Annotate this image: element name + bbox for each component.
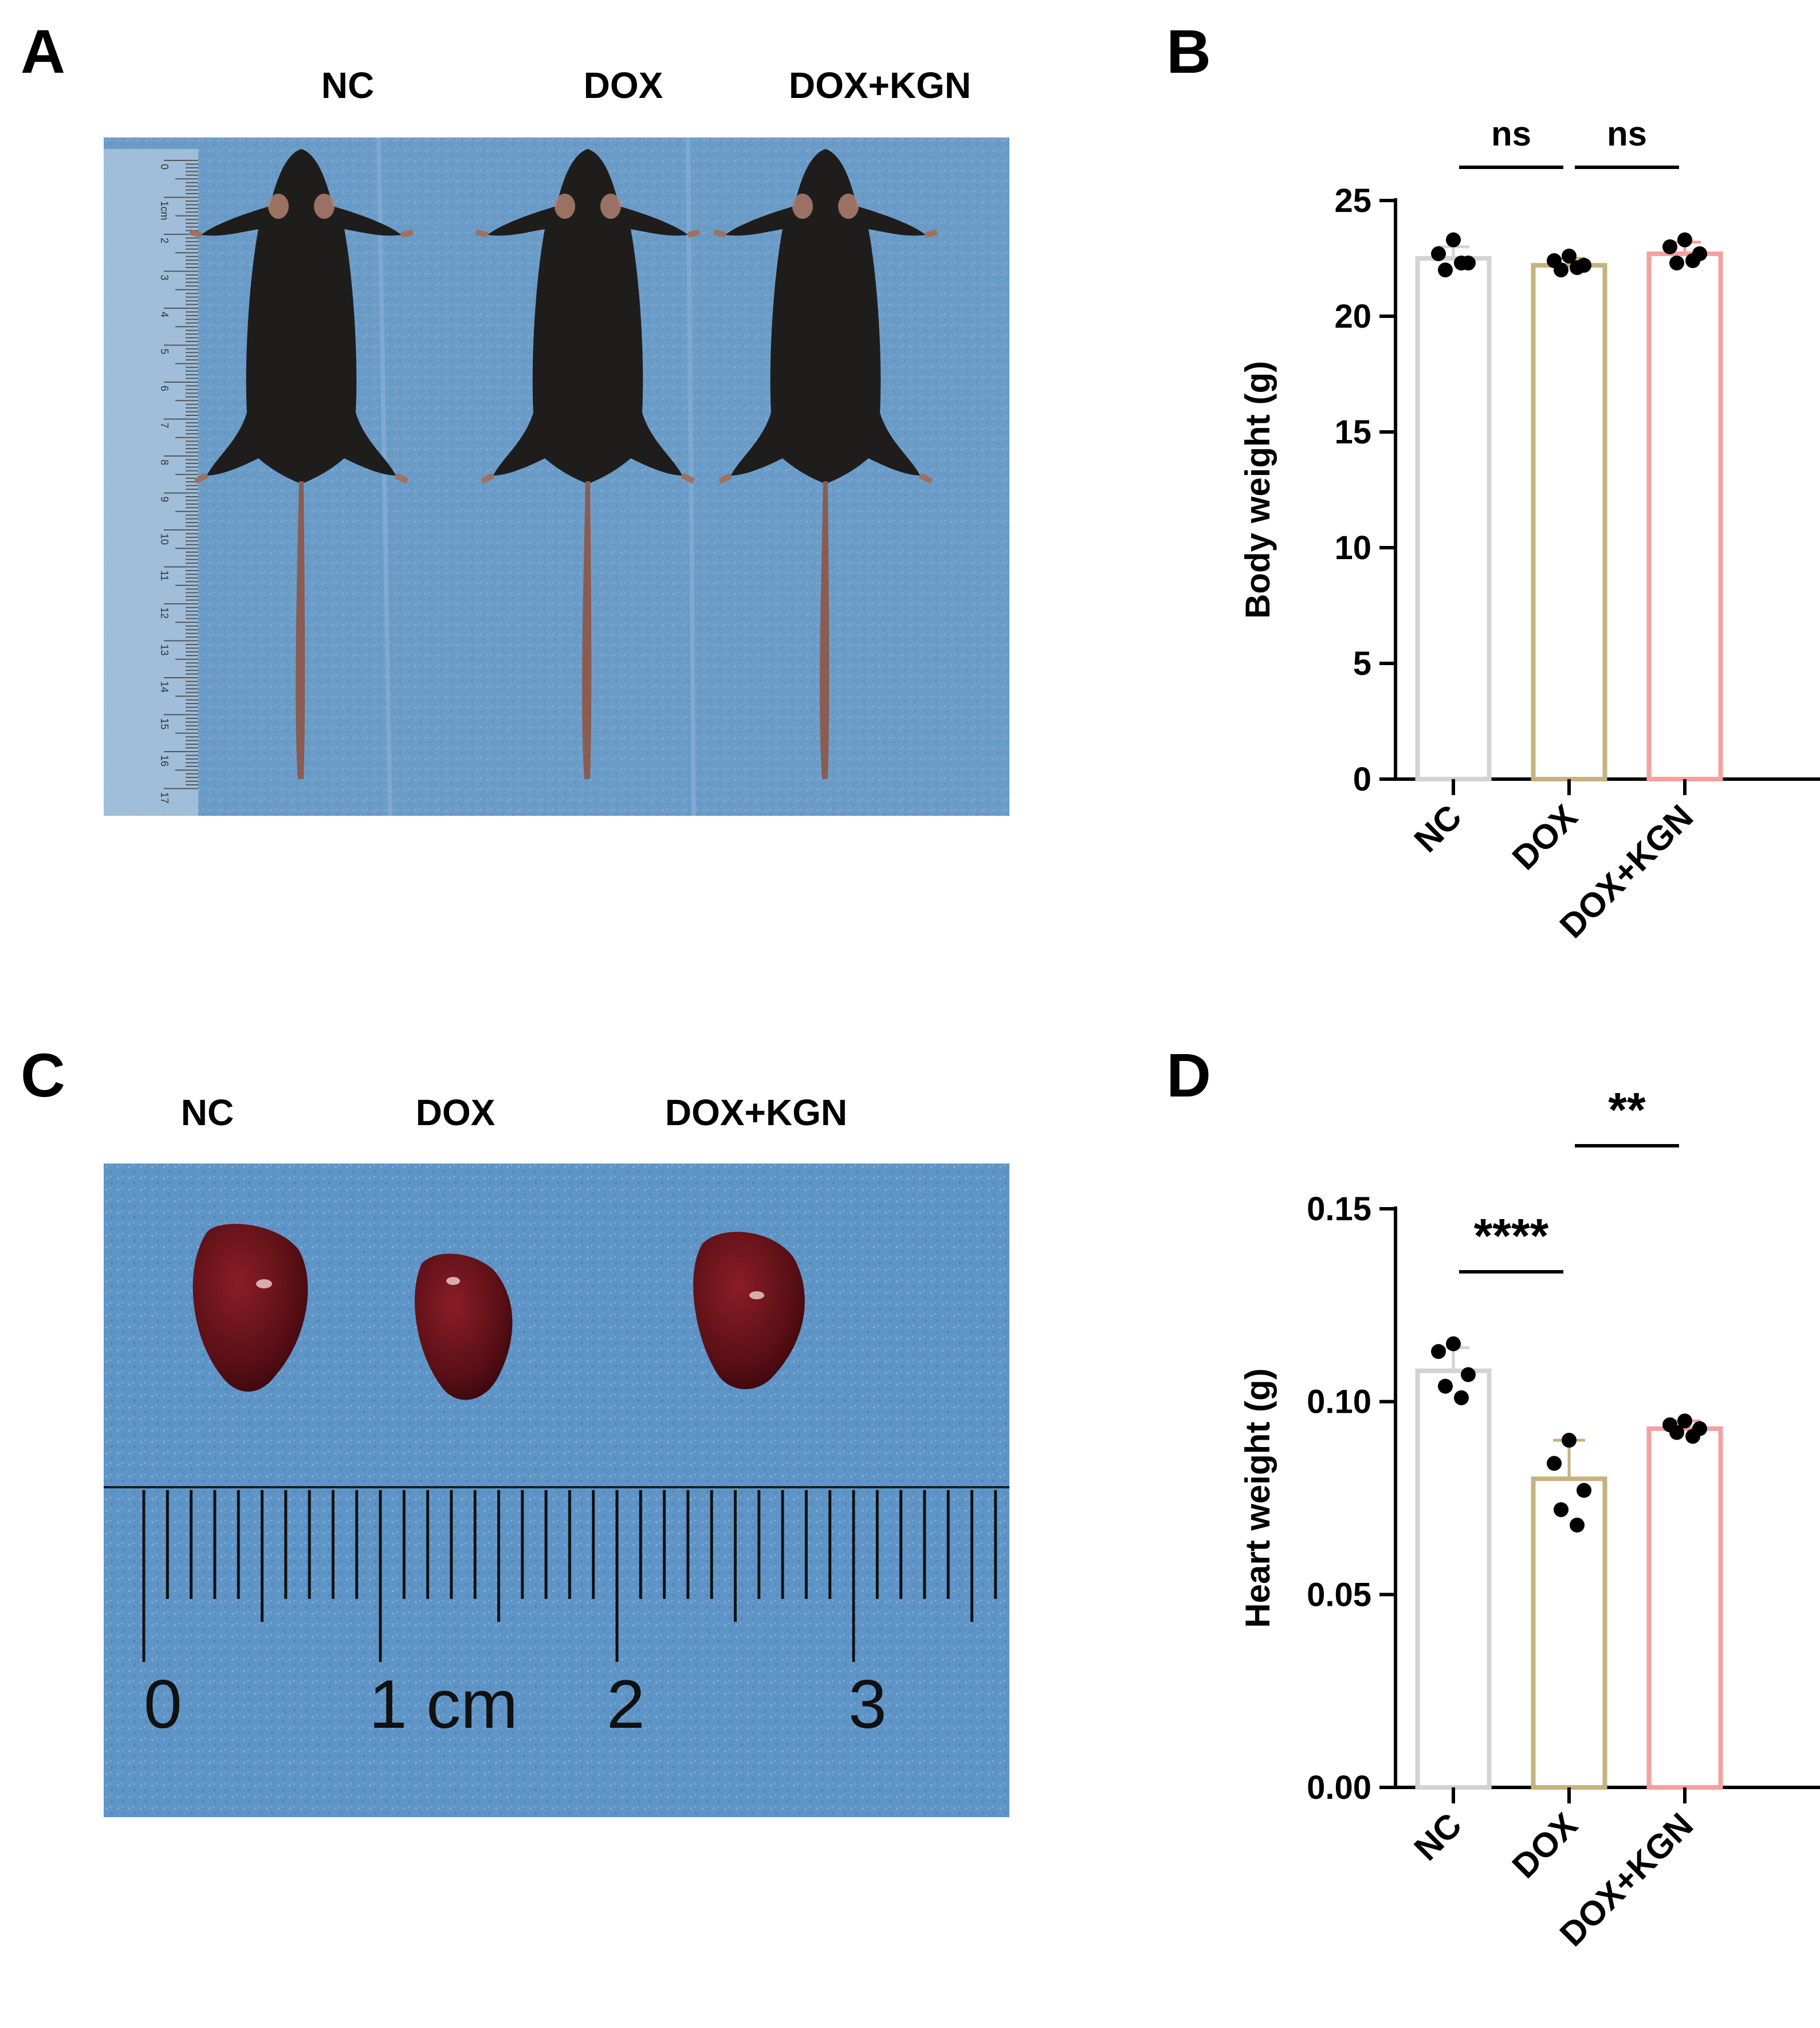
data-point <box>1454 256 1469 271</box>
ruler-tick-label: 11 <box>159 571 170 581</box>
data-point <box>1446 232 1461 247</box>
heart-photo: 0 1 cm 2 3 <box>104 1164 1009 1817</box>
y-axis-label: Heart weight (g) <box>1239 1368 1277 1628</box>
ruler-tick-label: 14 <box>159 681 170 693</box>
data-point <box>1685 1429 1700 1444</box>
data-point <box>1562 248 1577 264</box>
significance-label: **** <box>1474 1209 1549 1263</box>
mouse-nc <box>188 149 414 779</box>
y-tick-label: 0 <box>1353 761 1371 798</box>
panel-letter-c: C <box>21 1040 65 1110</box>
panel-letter-b: B <box>1166 17 1211 86</box>
ruler-tick-label: 3 <box>159 275 170 281</box>
measuring-ruler: 0 1cm 2 3 4 5 6 7 8 9 10 11 12 13 14 15 16 17 <box>104 149 198 816</box>
group-label-nc: NC <box>321 65 375 106</box>
data-point <box>1547 1456 1562 1471</box>
bar-dox <box>1531 1476 1607 1790</box>
heart-nc <box>192 1224 308 1392</box>
ruler-tick-label: 13 <box>159 644 170 656</box>
x-tick-label: DOX <box>1505 1806 1585 1885</box>
group-label-dox: DOX <box>415 1092 496 1133</box>
group-label-dox-kgn: DOX+KGN <box>665 1092 848 1133</box>
data-point <box>1461 1367 1476 1382</box>
significance-label: ns <box>1607 115 1647 153</box>
ruler-tick-label: 0 <box>159 164 170 170</box>
ruler-tick-label: 12 <box>159 607 170 619</box>
ruler-label-1cm: 1 cm <box>369 1666 518 1743</box>
heart-dox-kgn <box>693 1232 805 1389</box>
x-tick-label: DOX <box>1505 797 1585 877</box>
ruler-tick-label: 8 <box>159 459 170 465</box>
data-point <box>1677 1413 1692 1429</box>
data-point <box>1438 262 1453 278</box>
group-label-nc: NC <box>180 1092 234 1133</box>
y-tick-label: 0.10 <box>1307 1384 1371 1421</box>
data-point <box>1662 239 1677 254</box>
y-axis-label: Body weight (g) <box>1239 361 1277 619</box>
mouse-dox-kgn <box>713 149 938 779</box>
significance-label: ** <box>1608 1083 1646 1137</box>
data-point <box>1685 253 1700 269</box>
bar-dox-kgn <box>1646 1426 1723 1790</box>
data-point <box>1669 256 1684 271</box>
ruler-tick-label: 16 <box>159 755 170 767</box>
x-tick-label: NC <box>1407 797 1469 860</box>
data-point <box>1570 1518 1585 1533</box>
ruler-tick-label: 15 <box>159 718 170 730</box>
group-label-dox: DOX <box>583 65 663 106</box>
ruler-tick-label: 17 <box>159 792 170 804</box>
bar-nc <box>1415 1368 1492 1790</box>
y-tick-label: 5 <box>1353 645 1371 682</box>
panel-letter-a: A <box>21 17 65 86</box>
data-point <box>1577 1483 1591 1498</box>
y-tick-label: 25 <box>1334 182 1371 219</box>
ruler-tick-label: 4 <box>159 312 170 317</box>
bar-nc <box>1415 256 1492 781</box>
measuring-ruler: 0 1 cm 2 3 <box>104 1486 1009 1743</box>
y-tick-label: 20 <box>1334 298 1371 335</box>
data-point <box>1446 1336 1461 1351</box>
mouse-dox <box>475 149 701 779</box>
heart-photo-graphic: 0 1 cm 2 3 <box>104 1164 1009 1817</box>
ruler-tick-label: 7 <box>159 423 170 429</box>
ruler-tick-label: 2 <box>159 238 170 243</box>
y-tick-label: 15 <box>1334 414 1371 451</box>
ruler-tick-label: 5 <box>159 349 170 355</box>
mouse-photo-graphic: 0 1cm 2 3 4 5 6 7 8 9 10 11 12 13 14 15 16 17 <box>104 137 1009 816</box>
data-point <box>1677 232 1692 247</box>
data-point <box>1431 1344 1446 1359</box>
significance-label: ns <box>1491 115 1531 153</box>
ruler-tick-label: 6 <box>159 386 170 391</box>
ruler-label-0: 0 <box>144 1666 182 1743</box>
y-tick-label: 0.15 <box>1307 1190 1371 1228</box>
data-point <box>1570 260 1585 276</box>
data-point <box>1554 262 1569 278</box>
data-point <box>1554 1502 1569 1518</box>
data-point <box>1438 1378 1453 1394</box>
data-point <box>1431 246 1446 261</box>
y-tick-label: 10 <box>1334 529 1371 567</box>
ruler-label-3: 3 <box>848 1666 887 1743</box>
y-tick-label: 0.00 <box>1307 1769 1371 1806</box>
group-label-dox-kgn: DOX+KGN <box>788 65 972 106</box>
data-point <box>1562 1433 1577 1448</box>
y-tick-label: 0.05 <box>1307 1576 1371 1613</box>
data-point <box>1669 1425 1684 1440</box>
ruler-tick-label: 9 <box>159 497 170 502</box>
mouse-photo: 0 1cm 2 3 4 5 6 7 8 9 10 11 12 13 14 15 16 17 <box>104 137 1009 816</box>
ruler-tick-label: 10 <box>159 533 170 545</box>
heart-dox <box>414 1253 513 1400</box>
data-point <box>1454 1390 1469 1405</box>
x-tick-label: NC <box>1407 1806 1469 1868</box>
panel-letter-d: D <box>1166 1040 1211 1110</box>
ruler-tick-label: 1cm <box>159 201 170 221</box>
ruler-label-2: 2 <box>607 1666 645 1743</box>
bar-dox-kgn <box>1646 251 1723 782</box>
bar-dox <box>1531 263 1607 781</box>
